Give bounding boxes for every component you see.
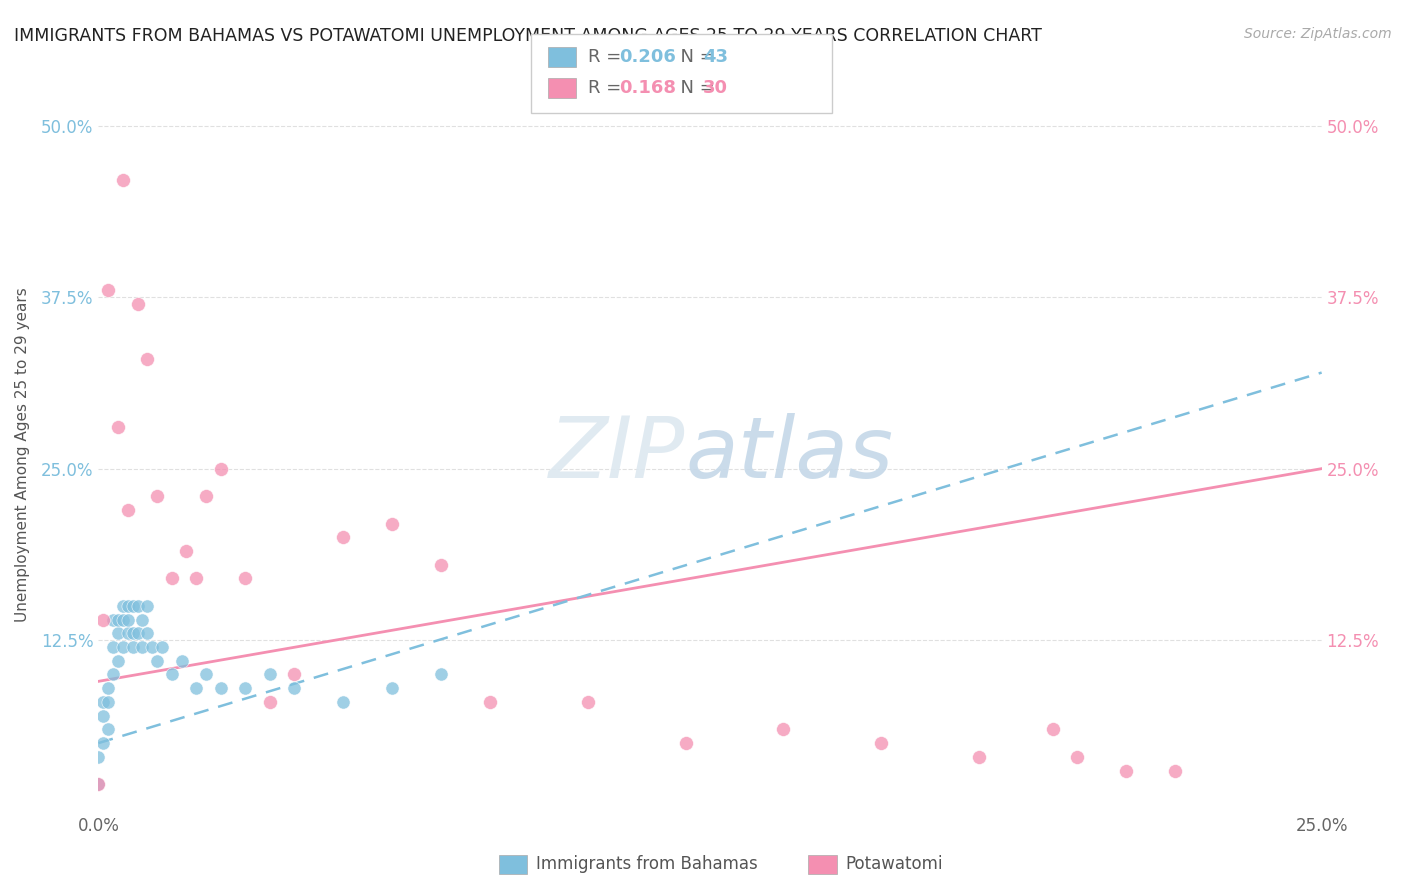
Point xyxy=(136,626,159,640)
Point xyxy=(101,667,124,681)
Point xyxy=(97,723,120,737)
Point xyxy=(332,695,354,709)
Point xyxy=(97,283,120,297)
Point xyxy=(195,667,218,681)
Point xyxy=(97,695,120,709)
Point xyxy=(91,613,114,627)
Point xyxy=(107,420,129,434)
Point xyxy=(91,708,114,723)
Point xyxy=(117,503,139,517)
Point xyxy=(1164,764,1187,778)
Point xyxy=(160,571,183,585)
Point xyxy=(967,749,990,764)
Point xyxy=(176,544,198,558)
Point xyxy=(107,626,129,640)
Point xyxy=(87,777,110,791)
Point xyxy=(1115,764,1137,778)
Point xyxy=(127,626,149,640)
Point xyxy=(117,613,139,627)
Point xyxy=(332,530,354,544)
Text: Source: ZipAtlas.com: Source: ZipAtlas.com xyxy=(1244,27,1392,41)
Point xyxy=(121,599,143,613)
Point xyxy=(111,640,134,654)
Point xyxy=(186,681,208,696)
Point xyxy=(381,516,404,531)
Point xyxy=(146,489,169,503)
Text: N =: N = xyxy=(669,79,721,97)
Point xyxy=(107,613,129,627)
Point xyxy=(430,667,453,681)
Text: 0.168: 0.168 xyxy=(619,79,676,97)
Point xyxy=(870,736,893,750)
Point xyxy=(478,695,501,709)
Text: Immigrants from Bahamas: Immigrants from Bahamas xyxy=(536,855,758,873)
Point xyxy=(121,626,143,640)
Point xyxy=(117,599,139,613)
Text: ZIP: ZIP xyxy=(550,413,686,497)
Point xyxy=(576,695,599,709)
Point xyxy=(381,681,404,696)
Point xyxy=(127,297,149,311)
Point xyxy=(209,681,232,696)
Point xyxy=(1042,723,1064,737)
Point xyxy=(111,613,134,627)
Point xyxy=(209,461,232,475)
Point xyxy=(430,558,453,572)
Point xyxy=(259,695,281,709)
Point xyxy=(101,640,124,654)
Point xyxy=(283,681,305,696)
Text: N =: N = xyxy=(669,48,721,66)
Point xyxy=(127,599,149,613)
Text: Potawatomi: Potawatomi xyxy=(845,855,942,873)
Point xyxy=(160,667,183,681)
Point xyxy=(675,736,697,750)
Text: 43: 43 xyxy=(703,48,728,66)
Point xyxy=(131,640,153,654)
Point xyxy=(87,749,110,764)
Point xyxy=(283,667,305,681)
Text: R =: R = xyxy=(588,48,627,66)
Point xyxy=(101,613,124,627)
Point xyxy=(186,571,208,585)
Point xyxy=(170,654,193,668)
Point xyxy=(111,599,134,613)
Point xyxy=(259,667,281,681)
Text: 30: 30 xyxy=(703,79,728,97)
Point xyxy=(772,723,794,737)
Y-axis label: Unemployment Among Ages 25 to 29 years: Unemployment Among Ages 25 to 29 years xyxy=(15,287,30,623)
Point xyxy=(141,640,163,654)
Point xyxy=(131,613,153,627)
Point xyxy=(136,599,159,613)
Point xyxy=(117,626,139,640)
Point xyxy=(97,681,120,696)
Point xyxy=(111,173,134,187)
Point xyxy=(1066,749,1088,764)
Text: IMMIGRANTS FROM BAHAMAS VS POTAWATOMI UNEMPLOYMENT AMONG AGES 25 TO 29 YEARS COR: IMMIGRANTS FROM BAHAMAS VS POTAWATOMI UN… xyxy=(14,27,1042,45)
Point xyxy=(150,640,173,654)
Point xyxy=(107,654,129,668)
Text: atlas: atlas xyxy=(686,413,894,497)
Point xyxy=(195,489,218,503)
Text: R =: R = xyxy=(588,79,627,97)
Point xyxy=(91,736,114,750)
Point xyxy=(146,654,169,668)
Point xyxy=(91,695,114,709)
Point xyxy=(233,681,256,696)
Point xyxy=(136,351,159,366)
Point xyxy=(233,571,256,585)
Text: 0.206: 0.206 xyxy=(619,48,675,66)
Point xyxy=(121,640,143,654)
Point xyxy=(87,777,110,791)
